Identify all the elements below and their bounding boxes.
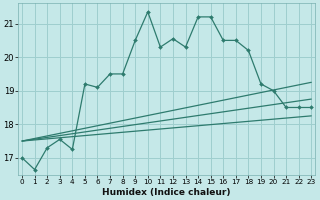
X-axis label: Humidex (Indice chaleur): Humidex (Indice chaleur) (102, 188, 231, 197)
